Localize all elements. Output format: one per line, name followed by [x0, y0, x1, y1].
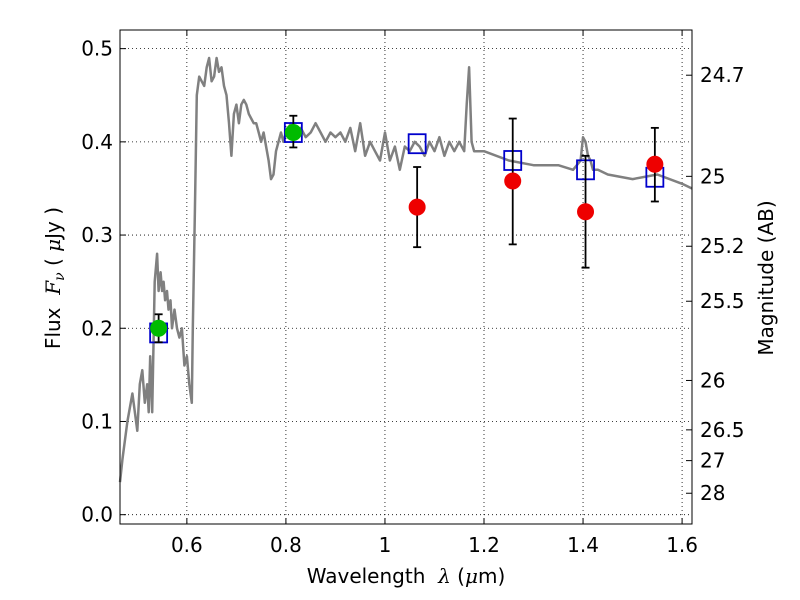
- measurement-point: [646, 155, 664, 173]
- x-tick-label: 1: [379, 533, 392, 557]
- right-tick-label: 28: [700, 481, 725, 505]
- model-photometry-square: [407, 133, 427, 155]
- right-tick-label: 24.7: [700, 63, 745, 87]
- ticks-layer: 0.6 0.8 1 1.2 1.4 1.6 0.0 0.1 0.2 0.3 0.4 0.5 24.7 25…: [81, 30, 745, 557]
- right-axis-label: Magnitude (AB): [754, 200, 778, 355]
- y-tick-label: 0.1: [81, 409, 113, 433]
- x-axis-label: Wavelength λ (μm): [307, 564, 506, 588]
- right-tick-label: 25: [700, 164, 725, 188]
- x-tick-label: 0.8: [270, 533, 302, 557]
- y-tick-label: 0.0: [81, 503, 113, 527]
- right-tick-label: 27: [700, 449, 725, 473]
- y-tick-label: 0.2: [81, 316, 113, 340]
- measurement-point: [577, 203, 595, 221]
- y-tick-label: 0.3: [81, 223, 113, 247]
- model-spectrum-line: [118, 56, 693, 483]
- right-tick-label: 25.2: [700, 234, 745, 258]
- x-tick-label: 1.4: [567, 533, 599, 557]
- measurement-point: [504, 172, 522, 190]
- detection-point: [150, 319, 168, 337]
- y-tick-label: 0.4: [81, 130, 113, 154]
- measurement-point: [408, 198, 426, 216]
- y-axis-label: Flux Fν ( μJy ): [41, 207, 68, 349]
- y-tick-label: 0.5: [81, 37, 113, 61]
- data-points-layer: [150, 124, 664, 337]
- right-tick-label: 26: [700, 368, 725, 392]
- grid: [120, 30, 692, 524]
- detection-point: [284, 124, 302, 142]
- right-tick-label: 26.5: [700, 418, 745, 442]
- x-tick-label: 1.2: [468, 533, 500, 557]
- x-tick-label: 1.6: [666, 533, 698, 557]
- x-tick-label: 0.6: [171, 533, 203, 557]
- right-tick-label: 25.5: [700, 289, 745, 313]
- spectrum-layer: [118, 56, 693, 483]
- plot-frame: [119, 29, 693, 525]
